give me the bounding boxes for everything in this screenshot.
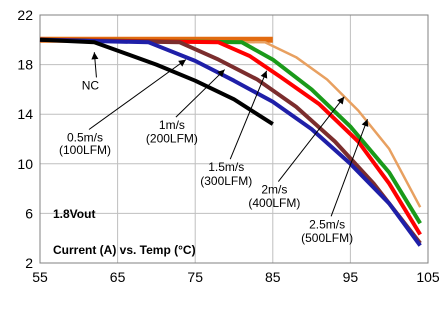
annotation-arrow-line-1: [88, 59, 187, 130]
annotation-arrowhead-7: [337, 96, 345, 105]
series-line-1: [39, 38, 422, 208]
annotation-arrowhead-5: [260, 70, 268, 79]
series-layer: [39, 36, 422, 247]
x-tick-label-4: 95: [343, 269, 359, 285]
y-tick-label-5: 22: [17, 7, 33, 23]
y-tick-label-4: 18: [17, 57, 33, 73]
series-line-2: [39, 37, 422, 225]
x-tick-label-3: 85: [265, 269, 281, 285]
x-tick-label-1: 65: [110, 269, 126, 285]
annotation-label-6: (300LFM): [200, 174, 252, 188]
annotation-label-5: 1.5m/s: [208, 160, 244, 174]
annotation-label-10: (500LFM): [301, 231, 353, 245]
annotation-arrowhead-9: [361, 119, 369, 127]
annotation-label-4: (200LFM): [146, 132, 198, 146]
series-line-4: [39, 37, 422, 245]
tick-layer: 55 65 75 85 95 105 2 6 10 14 18 22: [17, 7, 439, 285]
x-tick-label-0: 55: [32, 269, 48, 285]
y-tick-label-2: 10: [17, 156, 33, 172]
annotation-arrow-line-5: [229, 70, 268, 160]
annotation-arrowhead-0: [91, 52, 99, 60]
y-tick-label-1: 6: [25, 205, 33, 221]
grid: [39, 14, 429, 264]
x-tick-label-5: 105: [416, 269, 440, 285]
annotation-label-1: 0.5m/s: [67, 130, 103, 144]
annotation-arrow-line-3: [175, 69, 226, 118]
annotation-label-0: NC: [82, 78, 100, 92]
voltage-label: 1.8Vout: [53, 207, 95, 221]
annotation-label-3: 1m/s: [159, 118, 185, 132]
plot-frame: [39, 14, 429, 264]
annotation-arrow-line-7: [277, 96, 345, 182]
annotation-arrowhead-3: [217, 69, 225, 77]
series-line-3: [39, 37, 422, 236]
annotation-label-9: 2.5m/s: [309, 217, 345, 231]
caption-label: Current (A) vs. Temp (°C): [53, 243, 196, 257]
annotation-label-8: (400LFM): [248, 196, 300, 210]
series-line-6: [39, 37, 274, 126]
x-tick-label-2: 75: [187, 269, 203, 285]
annotation-label-2: (100LFM): [59, 143, 111, 157]
annotation-arrowhead-1: [178, 59, 186, 67]
y-tick-label-0: 2: [25, 255, 33, 271]
plot-area-border: [39, 14, 429, 264]
annotation-layer: NC 0.5m/s(100LFM) 1m/s(200LFM) 1.5m/s(300LF…: [59, 52, 369, 245]
annotation-arrow-line-9: [330, 118, 368, 217]
annotation-label-7: 2m/s: [261, 183, 287, 197]
series-line-5: [39, 37, 422, 247]
y-tick-label-3: 14: [17, 106, 33, 122]
